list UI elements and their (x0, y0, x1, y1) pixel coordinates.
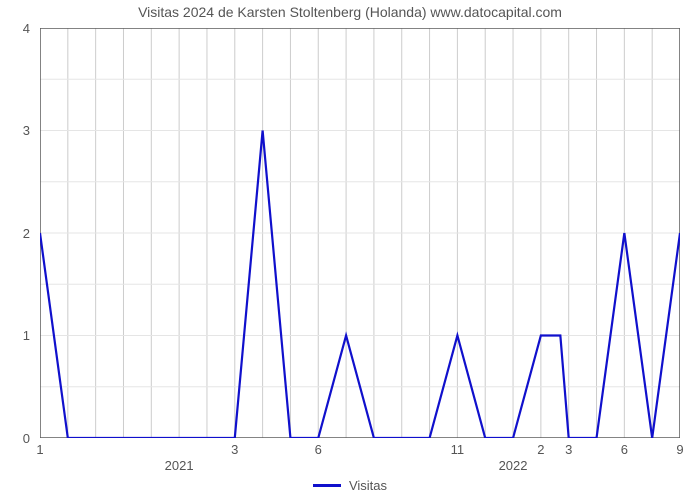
y-tick-label: 0 (0, 431, 30, 446)
y-tick-label: 2 (0, 226, 30, 241)
y-tick-label: 3 (0, 123, 30, 138)
x-tick-label: 6 (315, 442, 322, 457)
legend-swatch (313, 484, 341, 487)
chart-plot (40, 28, 680, 438)
y-tick-label: 4 (0, 21, 30, 36)
x-tick-label: 3 (565, 442, 572, 457)
x-tick-label: 2021 (165, 458, 194, 473)
x-tick-label: 3 (231, 442, 238, 457)
grid (40, 28, 680, 438)
y-tick-label: 1 (0, 328, 30, 343)
x-tick-label: 1 (36, 442, 43, 457)
x-tick-label: 9 (676, 442, 683, 457)
chart-container: { "chart": { "type": "line", "title": "V… (0, 0, 700, 500)
legend: Visitas (0, 478, 700, 493)
legend-label: Visitas (349, 478, 387, 493)
chart-title: Visitas 2024 de Karsten Stoltenberg (Hol… (0, 4, 700, 20)
x-tick-label: 2 (537, 442, 544, 457)
x-tick-label: 6 (621, 442, 628, 457)
x-tick-label: 2022 (499, 458, 528, 473)
x-tick-label: 11 (451, 442, 465, 457)
